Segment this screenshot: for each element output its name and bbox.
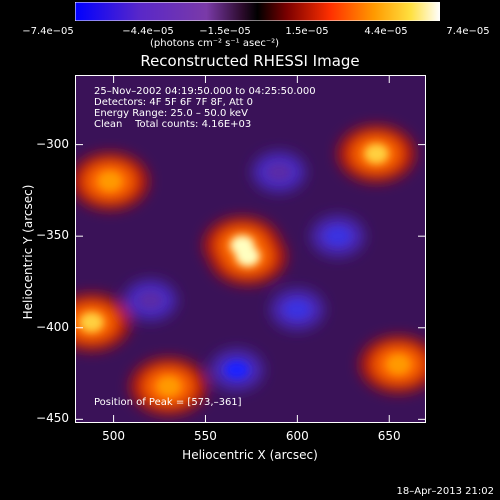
info-time-range: 25–Nov–2002 04:19:50.000 to 04:25:50.000	[94, 86, 316, 97]
y-tick-label: −450	[36, 411, 69, 426]
colorbar-tick-label: 4.4e−05	[364, 26, 408, 37]
bright-source	[230, 235, 255, 256]
colorbar-units: (photons cm⁻² s⁻¹ asec⁻²)	[150, 38, 280, 49]
footer-timestamp: 18–Apr–2013 21:02	[396, 486, 494, 497]
bright-source	[364, 143, 389, 164]
y-axis-label: Heliocentric Y (arcsec)	[21, 184, 35, 320]
colorbar-tick-label: −1.5e−05	[199, 26, 251, 37]
colorbar	[75, 2, 440, 21]
colorbar-tick-label: 7.4e−05	[446, 26, 490, 37]
dim-source	[266, 163, 291, 182]
y-tick-label: −350	[36, 228, 69, 243]
plot-area: 25–Nov–2002 04:19:50.000 to 04:25:50.000…	[75, 75, 426, 423]
info-detectors: Detectors: 4F 5F 6F 7F 8F, Att 0	[94, 97, 254, 108]
colorbar-tick-label: −4.4e−05	[122, 26, 174, 37]
dim-source	[285, 300, 310, 319]
bright-source	[79, 312, 104, 333]
dim-source	[325, 227, 350, 246]
dim-source	[224, 360, 249, 379]
info-peak: Position of Peak = [573,–361]	[94, 397, 242, 408]
y-tick-label: −300	[36, 136, 69, 151]
bright-source	[386, 354, 411, 375]
x-tick-label: 650	[377, 429, 401, 443]
y-tick-label: −400	[36, 319, 69, 334]
colorbar-tick-label: 1.5e−05	[285, 26, 329, 37]
chart-title: Reconstructed RHESSI Image	[140, 52, 360, 70]
colorbar-tick-label: −7.4e−05	[22, 26, 74, 37]
bright-source	[97, 171, 122, 192]
x-tick-label: 550	[194, 429, 217, 443]
plot-frame	[75, 75, 426, 423]
x-tick-label: 500	[102, 429, 126, 443]
x-tick-label: 600	[285, 429, 309, 443]
info-energy: Energy Range: 25.0 – 50.0 keV	[94, 108, 248, 119]
x-axis-label: Heliocentric X (arcsec)	[182, 448, 318, 462]
info-clean: Clean Total counts: 4.16E+03	[94, 119, 252, 130]
bright-source	[156, 376, 181, 397]
dim-source	[138, 291, 163, 310]
heatmap-svg	[75, 75, 426, 423]
